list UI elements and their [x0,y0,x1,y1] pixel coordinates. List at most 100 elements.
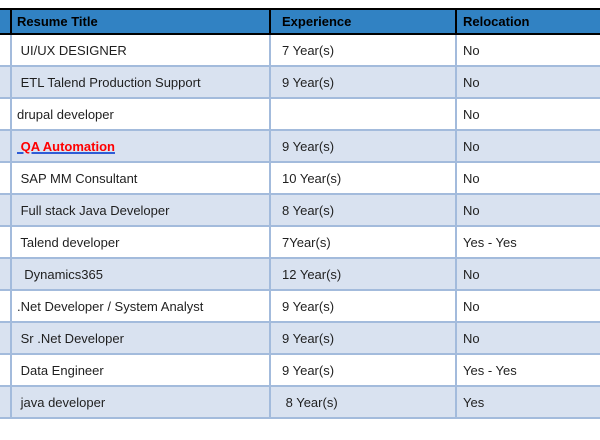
relocation-text: No [463,266,480,282]
experience-text: 12 Year(s) [282,266,342,282]
resume-title-text: Data Engineer [17,362,104,378]
relocation-text: No [463,74,480,90]
resume-title-text: Dynamics365 [17,266,103,282]
experience-cell: 9 Year(s) [271,323,457,353]
experience-cell: 7 Year(s) [271,35,457,65]
resume-title-cell: SAP MM Consultant [12,163,271,193]
table-row: Dynamics365 12 Year(s) No [0,259,600,291]
resumes-table: Resume Title Experience Relocation UI/UX… [0,8,600,419]
row-leading-cell [0,195,12,225]
relocation-cell: No [457,291,600,321]
experience-cell: 9 Year(s) [271,67,457,97]
table-row: UI/UX DESIGNER 7 Year(s) No [0,35,600,67]
experience-text: 8 Year(s) [282,394,338,410]
header-leading-cell [0,10,12,33]
relocation-cell: No [457,67,600,97]
table-row: Full stack Java Developer 8 Year(s) No [0,195,600,227]
experience-cell: 8 Year(s) [271,387,457,417]
row-leading-cell [0,163,12,193]
table-row: .Net Developer / System Analyst 9 Year(s… [0,291,600,323]
experience-text: 9 Year(s) [282,138,335,154]
relocation-cell: Yes - Yes [457,227,600,257]
resume-title-cell: QA Automation [12,131,271,161]
relocation-text: No [463,170,480,186]
column-header-label: Experience [282,14,352,29]
resume-title-cell: Data Engineer [12,355,271,385]
resume-title-cell: java developer [12,387,271,417]
resume-title-cell: Talend developer [12,227,271,257]
experience-cell: 8 Year(s) [271,195,457,225]
experience-cell: 9 Year(s) [271,291,457,321]
experience-text: 10 Year(s) [282,170,342,186]
resume-title-cell: drupal developer [12,99,271,129]
table-row: QA Automation 9 Year(s) No [0,131,600,163]
relocation-cell: Yes - Yes [457,355,600,385]
table-row: SAP MM Consultant 10 Year(s) No [0,163,600,195]
relocation-text: No [463,202,480,218]
experience-text: 9 Year(s) [282,330,335,346]
relocation-cell: Yes [457,387,600,417]
relocation-text: No [463,330,480,346]
resume-title-text: ETL Talend Production Support [17,74,201,90]
row-leading-cell [0,227,12,257]
row-leading-cell [0,291,12,321]
table-row: Talend developer 7Year(s) Yes - Yes [0,227,600,259]
table-row: ETL Talend Production Support 9 Year(s) … [0,67,600,99]
relocation-text: No [463,138,480,154]
table-header-row: Resume Title Experience Relocation [0,10,600,35]
row-leading-cell [0,355,12,385]
experience-cell [271,99,457,129]
table-row: java developer 8 Year(s) Yes [0,387,600,419]
relocation-cell: No [457,163,600,193]
experience-cell: 10 Year(s) [271,163,457,193]
relocation-cell: No [457,35,600,65]
relocation-text: No [463,298,480,314]
relocation-text: Yes [463,394,485,410]
experience-text: 9 Year(s) [282,74,335,90]
resume-title-text: UI/UX DESIGNER [17,42,127,58]
experience-cell: 9 Year(s) [271,131,457,161]
resume-title-cell: Sr .Net Developer [12,323,271,353]
experience-text: 8 Year(s) [282,202,335,218]
row-leading-cell [0,323,12,353]
relocation-cell: No [457,131,600,161]
experience-text: 7Year(s) [282,234,331,250]
row-leading-cell [0,35,12,65]
resume-title-link[interactable]: QA Automation [17,138,115,154]
column-header-label: Resume Title [17,14,98,29]
experience-text: 7 Year(s) [282,42,335,58]
resume-title-text: .Net Developer / System Analyst [17,298,204,314]
experience-cell: 12 Year(s) [271,259,457,289]
resume-title-cell: .Net Developer / System Analyst [12,291,271,321]
row-leading-cell [0,387,12,417]
relocation-cell: No [457,323,600,353]
resume-title-text: drupal developer [17,106,114,122]
resume-title-text: SAP MM Consultant [17,170,138,186]
column-header-resume-title: Resume Title [12,10,271,33]
resume-title-cell: ETL Talend Production Support [12,67,271,97]
resume-title-cell: UI/UX DESIGNER [12,35,271,65]
resume-title-text: Sr .Net Developer [17,330,124,346]
row-leading-cell [0,131,12,161]
column-header-relocation: Relocation [457,10,600,33]
relocation-text: Yes - Yes [463,234,517,250]
table-row: drupal developer No [0,99,600,131]
experience-text: 9 Year(s) [282,362,335,378]
relocation-text: No [463,106,480,122]
relocation-cell: No [457,195,600,225]
relocation-cell: No [457,259,600,289]
experience-text: 9 Year(s) [282,298,335,314]
column-header-experience: Experience [271,10,457,33]
column-header-label: Relocation [463,14,530,29]
relocation-text: No [463,42,480,58]
relocation-cell: No [457,99,600,129]
resume-title-cell: Full stack Java Developer [12,195,271,225]
experience-cell: 7Year(s) [271,227,457,257]
resume-title-text: Full stack Java Developer [17,202,170,218]
table-row: Sr .Net Developer 9 Year(s) No [0,323,600,355]
relocation-text: Yes - Yes [463,362,517,378]
row-leading-cell [0,67,12,97]
row-leading-cell [0,259,12,289]
row-leading-cell [0,99,12,129]
resume-title-cell: Dynamics365 [12,259,271,289]
